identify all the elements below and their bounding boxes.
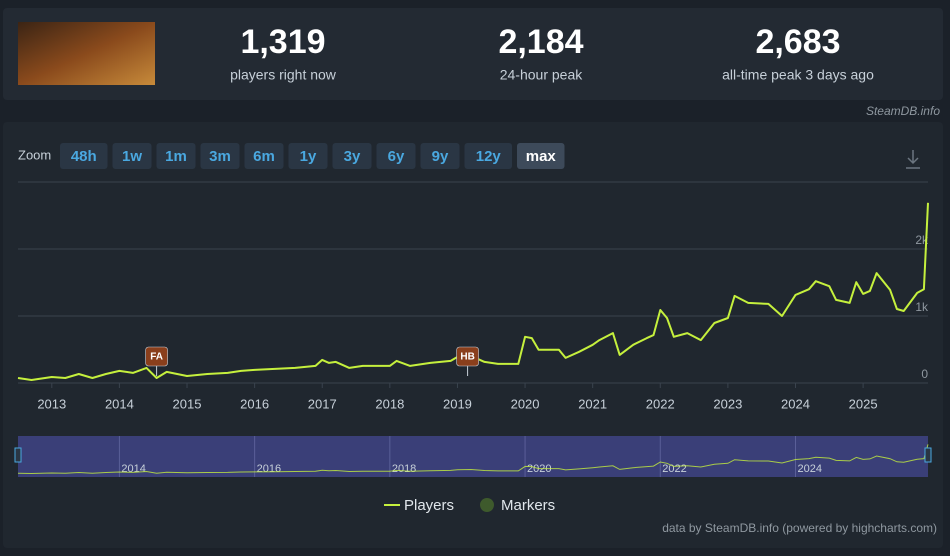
zoom-button-label[interactable]: max bbox=[526, 148, 557, 165]
zoom-button-label[interactable]: 12y bbox=[476, 148, 502, 165]
credits: data by SteamDB.info (powered by highcha… bbox=[662, 521, 937, 535]
x-tick-label: 2022 bbox=[646, 396, 675, 411]
game-cover bbox=[18, 22, 155, 85]
navigator-tick-label: 2016 bbox=[257, 463, 281, 475]
zoom-button-label[interactable]: 6m bbox=[253, 148, 275, 165]
zoom-button-label[interactable]: 9y bbox=[432, 148, 449, 165]
navigator-tick-label: 2014 bbox=[121, 463, 145, 475]
x-tick-label: 2023 bbox=[713, 396, 742, 411]
x-tick-label: 2024 bbox=[781, 396, 810, 411]
zoom-button-label[interactable]: 6y bbox=[388, 148, 405, 165]
x-tick-label: 2021 bbox=[578, 396, 607, 411]
zoom-button[interactable] bbox=[60, 143, 108, 169]
zoom-button-label[interactable]: 48h bbox=[71, 148, 97, 165]
stat-value: 2,683 bbox=[755, 23, 840, 61]
legend-item[interactable]: Markers bbox=[480, 497, 555, 514]
navigator-handle[interactable] bbox=[924, 447, 932, 463]
y-tick-label: 0 bbox=[921, 367, 928, 381]
zoom-button[interactable] bbox=[517, 143, 565, 169]
zoom-button[interactable] bbox=[288, 143, 328, 169]
legend-item[interactable]: Players bbox=[384, 497, 454, 514]
event-marker[interactable]: HB bbox=[456, 346, 479, 367]
zoom-button-label[interactable]: 1m bbox=[165, 148, 187, 165]
x-tick-label: 2020 bbox=[511, 396, 540, 411]
x-tick-label: 2016 bbox=[240, 396, 269, 411]
event-marker[interactable]: FA bbox=[145, 346, 168, 367]
legend-label: Players bbox=[404, 497, 454, 514]
x-tick-label: 2017 bbox=[308, 396, 337, 411]
navigator-tick-label: 2024 bbox=[797, 463, 821, 475]
zoom-button[interactable] bbox=[376, 143, 416, 169]
marker-label: FA bbox=[150, 352, 163, 363]
navigator-tick-label: 2022 bbox=[662, 463, 686, 475]
zoom-button-label[interactable]: 1w bbox=[122, 148, 142, 165]
marker-flag bbox=[145, 346, 168, 367]
zoom-button[interactable] bbox=[156, 143, 196, 169]
zoom-button-label[interactable]: 3m bbox=[209, 148, 231, 165]
navigator-background bbox=[18, 436, 928, 477]
zoom-button[interactable] bbox=[112, 143, 152, 169]
marker-label: HB bbox=[460, 352, 474, 363]
download-icon[interactable] bbox=[906, 150, 920, 169]
x-tick-label: 2019 bbox=[443, 396, 472, 411]
zoom-button[interactable] bbox=[420, 143, 460, 169]
zoom-button[interactable] bbox=[464, 143, 513, 169]
x-tick-label: 2015 bbox=[173, 396, 202, 411]
zoom-button[interactable] bbox=[200, 143, 240, 169]
stat-value: 1,319 bbox=[240, 23, 325, 61]
zoom-button[interactable] bbox=[244, 143, 284, 169]
navigator-tick-label: 2018 bbox=[392, 463, 416, 475]
zoom-label: Zoom bbox=[18, 147, 51, 162]
navigator-handle[interactable] bbox=[14, 447, 22, 463]
x-tick-label: 2025 bbox=[849, 396, 878, 411]
chart-panel bbox=[3, 122, 943, 548]
legend-swatch bbox=[480, 498, 494, 512]
zoom-button-label[interactable]: 1y bbox=[300, 148, 317, 165]
navigator-line bbox=[17, 444, 929, 475]
source-link[interactable]: SteamDB.info bbox=[866, 104, 940, 118]
y-tick-label: 1k bbox=[915, 300, 929, 314]
legend-label: Markers bbox=[501, 497, 555, 514]
stat-value: 2,184 bbox=[498, 23, 583, 61]
zoom-button-label[interactable]: 3y bbox=[344, 148, 361, 165]
x-tick-label: 2014 bbox=[105, 396, 134, 411]
header-panel bbox=[3, 8, 943, 100]
stat-label: all-time peak 3 days ago bbox=[722, 67, 874, 83]
marker-flag bbox=[456, 346, 479, 367]
stat-label: 24-hour peak bbox=[500, 67, 584, 83]
stat-label: players right now bbox=[230, 67, 337, 83]
x-tick-label: 2013 bbox=[37, 396, 66, 411]
x-tick-label: 2018 bbox=[375, 396, 404, 411]
series-line bbox=[17, 202, 929, 381]
zoom-button[interactable] bbox=[332, 143, 372, 169]
